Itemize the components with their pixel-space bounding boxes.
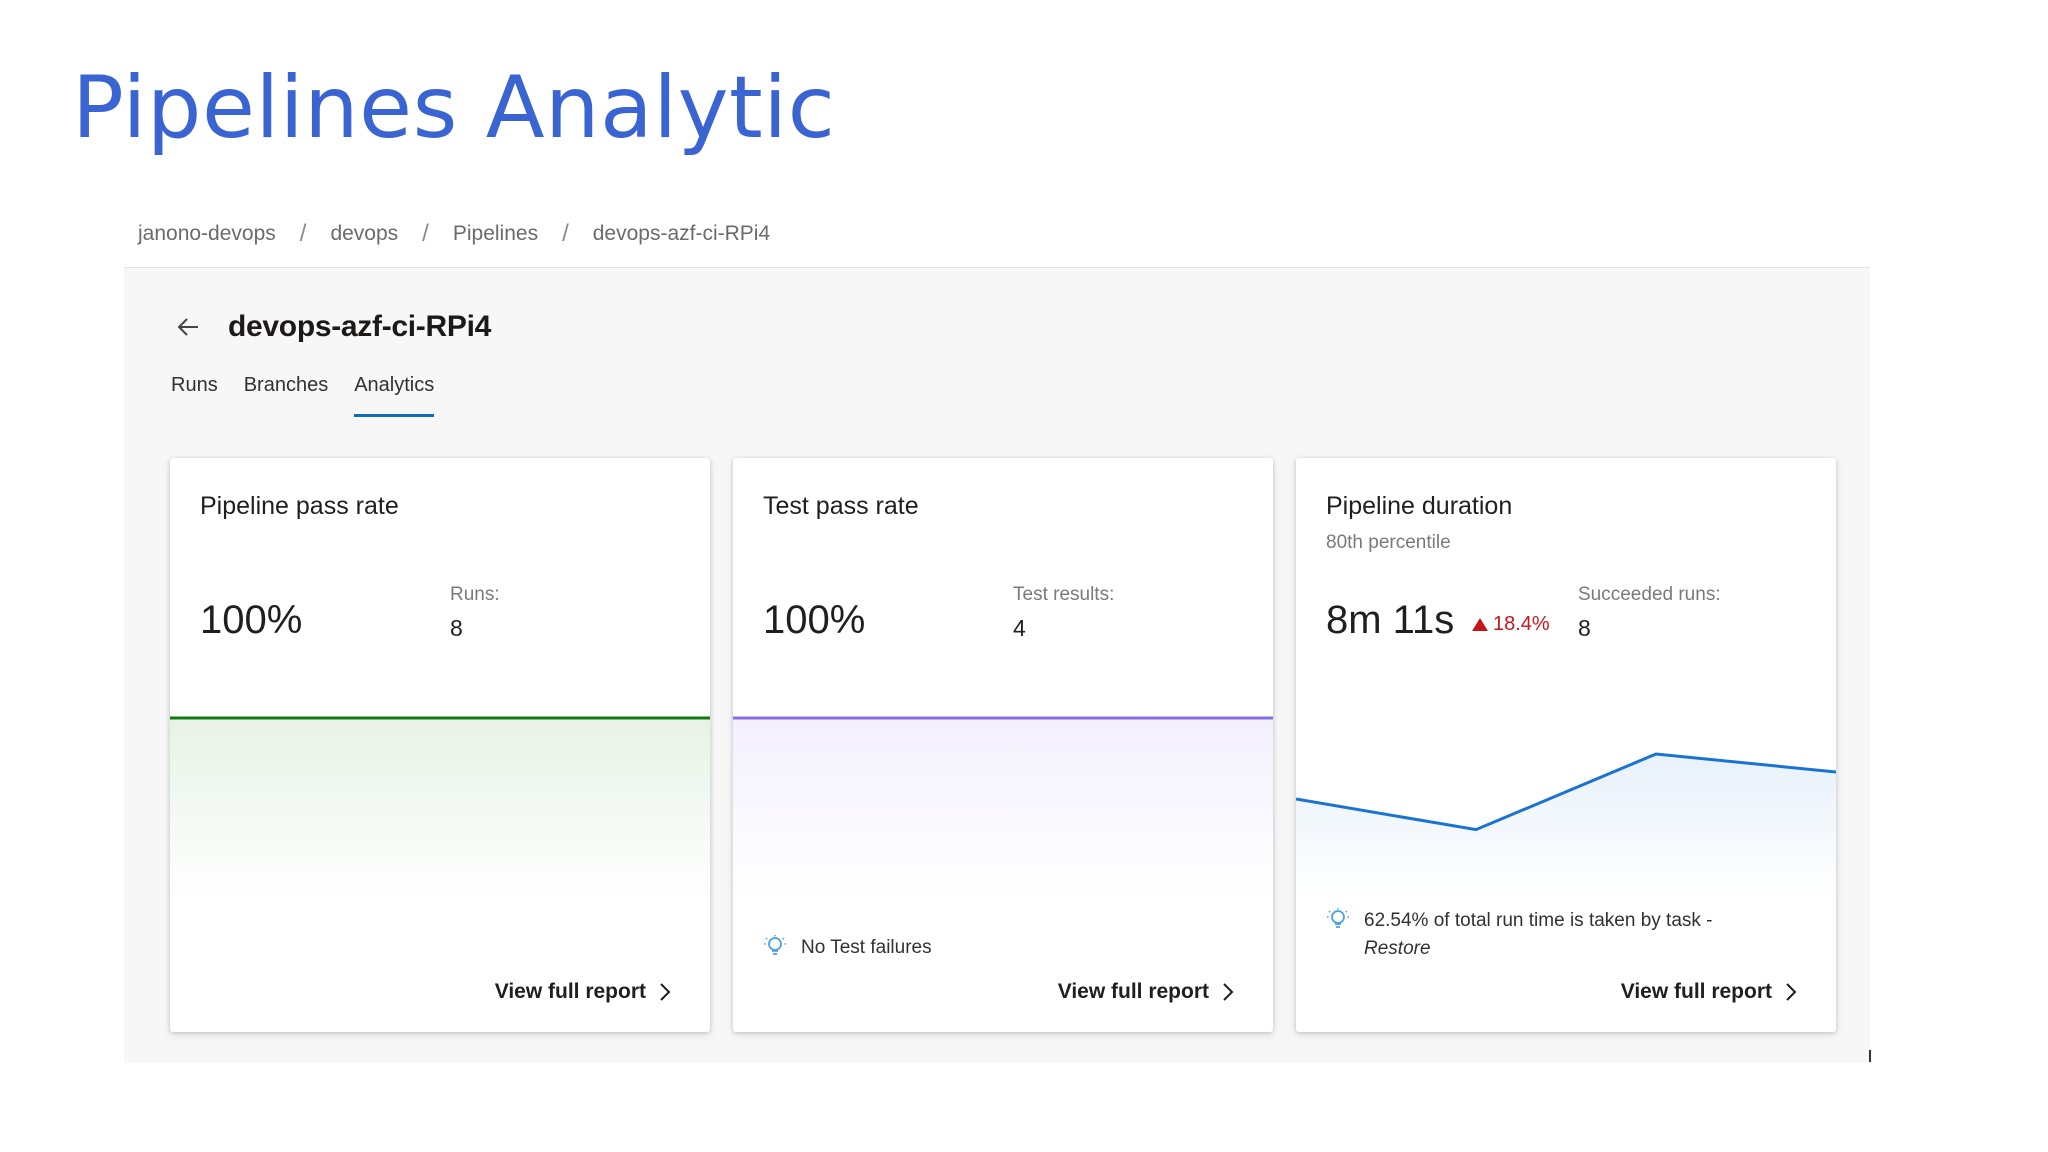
view-full-report-link[interactable]: View full report [495,980,672,1004]
breadcrumb-separator: / [422,220,429,247]
link-label: View full report [1620,980,1772,1003]
breadcrumb-separator: / [562,220,569,247]
chevron-right-icon [1223,983,1234,1001]
tip-text: 62.54% of total run time is taken by tas… [1364,910,1713,931]
view-full-report-link[interactable]: View full report [1058,980,1235,1004]
pass-rate-chart [170,716,710,898]
succeeded-runs-value: 8 [1578,615,1591,641]
lightbulb-icon [764,935,786,955]
test-results-value: 4 [1013,615,1026,641]
duration-delta: 18.4% [1472,613,1550,636]
pass-rate-value: 100% [200,598,303,642]
cursor-mark [1869,1050,1871,1062]
link-label: View full report [494,980,646,1003]
test-pass-rate-card[interactable]: Test pass rate 100% Test results: 4 No T… [733,458,1273,1032]
tab-bar: Runs Branches Analytics [171,374,460,417]
test-pass-rate-value: 100% [763,598,866,642]
succeeded-runs-label: Succeeded runs: [1578,584,1721,605]
chevron-right-icon [1786,983,1797,1001]
card-title: Pipeline duration [1326,492,1513,520]
pipeline-header: devops-azf-ci-RPi4 [172,310,491,344]
analytics-panel: devops-azf-ci-RPi4 Runs Branches Analyti… [124,267,1870,1063]
breadcrumb: janono-devops / devops / Pipelines / dev… [138,220,770,248]
link-label: View full report [1057,980,1209,1003]
card-title: Pipeline pass rate [200,492,399,520]
breadcrumb-item-project[interactable]: devops [330,222,399,245]
tip-text: No Test failures [801,937,932,958]
duration-value: 8m 11s [1326,598,1455,642]
breadcrumb-item-pipeline[interactable]: devops-azf-ci-RPi4 [592,222,771,245]
tab-analytics[interactable]: Analytics [354,374,435,417]
card-title: Test pass rate [763,492,919,520]
tip-task-name: Restore [1364,938,1431,959]
tab-branches[interactable]: Branches [243,374,329,396]
runs-value: 8 [450,615,463,641]
pipeline-pass-rate-card[interactable]: Pipeline pass rate 100% Runs: 8 View ful… [170,458,710,1032]
view-full-report-link[interactable]: View full report [1621,980,1798,1004]
slide-title: Pipelines Analytic [72,58,836,158]
tab-runs[interactable]: Runs [171,374,218,396]
breadcrumb-item-organization[interactable]: janono-devops [138,222,276,245]
chevron-right-icon [660,983,671,1001]
breadcrumb-separator: / [299,220,307,247]
duration-series-area [1296,754,1836,898]
pipeline-name: devops-azf-ci-RPi4 [228,310,491,343]
test-rate-series-area [733,718,1273,898]
lightbulb-icon [1327,908,1349,928]
duration-chart [1296,752,1836,898]
card-subtitle: 80th percentile [1326,532,1451,553]
pipeline-duration-card[interactable]: Pipeline duration 80th percentile 8m 11s… [1296,458,1836,1032]
test-pass-rate-chart [733,716,1273,898]
delta-value: 18.4% [1493,613,1550,635]
tip-run-time: 62.54% of total run time is taken by tas… [1326,907,1713,963]
test-results-label: Test results: [1013,584,1115,605]
duration-series-line [1296,752,1836,832]
pass-rate-series-area [170,718,710,898]
runs-label: Runs: [450,584,500,605]
triangle-up-icon [1472,618,1488,631]
breadcrumb-item-pipelines[interactable]: Pipelines [452,222,539,245]
tip-no-failures: No Test failures [763,934,932,962]
arrow-left-icon[interactable] [172,311,204,343]
